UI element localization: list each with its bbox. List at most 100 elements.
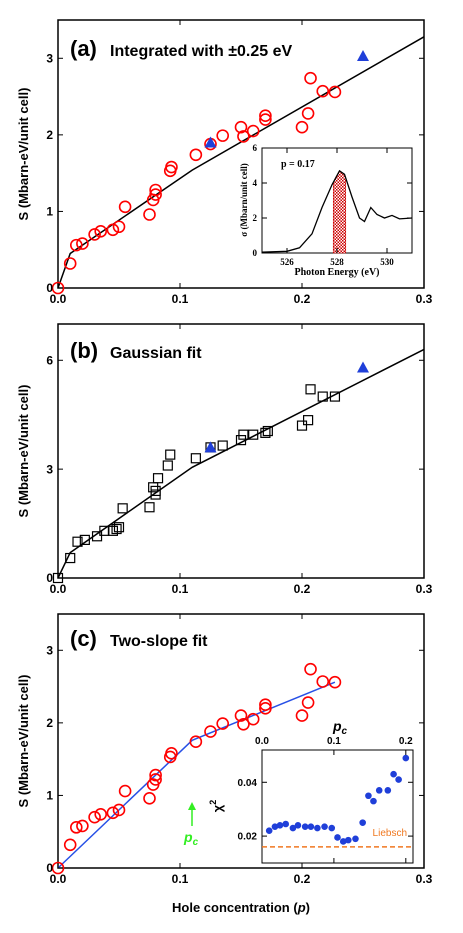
data-point: [117, 503, 128, 514]
panel-b-plot-frame: [57, 323, 425, 579]
fit-line: [57, 681, 336, 869]
panel-a-inset: p = 0.17 σ (Mbarn/unit cell) Photon Ener…: [239, 143, 413, 278]
data-point: [94, 225, 107, 238]
data-point: [143, 208, 156, 221]
y-tick-label: 0.02: [238, 832, 258, 843]
x-axis-label-p: p: [297, 900, 306, 915]
inset-a-shaded-area: [332, 170, 347, 254]
data-point: [150, 485, 161, 497]
data-point: [88, 810, 101, 824]
chi2-point: [271, 823, 279, 830]
data-point: [259, 698, 272, 712]
y-tick-label: 4: [253, 178, 258, 188]
chi2-point: [321, 823, 328, 830]
chi2-point: [384, 787, 392, 794]
data-point: [94, 807, 107, 821]
y-tick-label: 0: [46, 861, 53, 875]
data-point: [149, 773, 162, 786]
data-point: [79, 534, 90, 546]
chi2-point: [339, 838, 347, 845]
data-point: [237, 718, 250, 731]
x-tick-label: 0.0: [50, 582, 67, 596]
panel-a: (a) Integrated with ±0.25 eV S (Mbarn-eV…: [16, 19, 433, 306]
x-tick-label: 0.1: [172, 292, 189, 306]
fit-line: [57, 36, 425, 289]
data-point: [304, 662, 317, 676]
y-tick-label: 2: [46, 716, 53, 730]
chi2-point: [375, 787, 383, 794]
inset-c-top-axis-label: pc: [332, 718, 348, 737]
data-point: [112, 803, 126, 817]
chi2-point: [334, 834, 341, 841]
data-point: [305, 384, 316, 395]
panel-b-ticks: 0.0 0.1 0.2 0.3 0 3 6: [46, 324, 433, 596]
inset-c-top-axis-label-sub: c: [342, 726, 348, 737]
x-tick-label: 0.1: [172, 872, 189, 886]
x-tick-label: 530: [380, 257, 394, 267]
x-tick-label: 0.2: [294, 292, 311, 306]
data-point: [316, 84, 330, 98]
data-point-triangle: [357, 49, 369, 61]
chi2-point: [370, 797, 377, 805]
chi2-point: [328, 824, 336, 832]
inset-c-y-axis-label-sup: 2: [208, 800, 218, 805]
data-point: [216, 717, 229, 730]
data-point: [217, 440, 228, 451]
chi2-point: [314, 824, 321, 832]
data-point: [237, 130, 250, 143]
data-point: [317, 391, 328, 402]
panel-c-inset: pc χ2 Liebsch 0.0 0.1 0.2 0.02 0.04: [208, 718, 414, 864]
inset-a-annotation: p = 0.17: [281, 159, 315, 170]
data-point: [204, 725, 217, 738]
x-tick-label: 0.0: [255, 736, 269, 747]
data-point: [259, 702, 272, 715]
data-point: [88, 228, 101, 241]
panel-a-label: (a): [70, 36, 97, 61]
chi2-point: [359, 819, 366, 826]
data-point: [106, 806, 120, 820]
panel-a-ticks: 0.0 0.1 0.2 0.3 0 1 2 3: [46, 20, 433, 306]
data-point: [259, 113, 272, 126]
data-point: [111, 523, 122, 535]
data-point: [112, 220, 126, 234]
data-point: [295, 120, 309, 134]
chi2-point: [282, 820, 290, 828]
y-tick-label: 1: [46, 205, 53, 219]
inset-a-ticks: 526 528 530 0 2 4 6: [253, 143, 412, 267]
data-point: [262, 425, 273, 437]
x-tick-label: 0.1: [327, 736, 341, 747]
chi2-point: [289, 824, 297, 832]
data-point: [63, 257, 77, 270]
panel-b-label: (b): [70, 338, 98, 363]
data-point: [107, 525, 119, 536]
data-point: [65, 552, 76, 564]
data-point: [143, 792, 156, 805]
x-tick-label: 0.3: [416, 582, 433, 596]
chi2-point: [352, 835, 359, 843]
panel-c: (c) Two-slope fit S (Mbarn-eV/unit cell)…: [16, 613, 433, 915]
data-point: [189, 735, 203, 749]
data-point: [295, 709, 309, 722]
panel-c-title: Two-slope fit: [110, 633, 208, 650]
data-point: [152, 473, 164, 484]
y-tick-label: 0: [253, 248, 258, 258]
inset-c-frame: [261, 749, 414, 864]
data-point-triangle: [357, 361, 369, 373]
inset-a-marks: [261, 169, 413, 254]
data-point: [328, 85, 342, 99]
y-tick-label: 2: [253, 213, 258, 223]
inset-c-background: [262, 750, 413, 863]
data-point: [238, 429, 249, 440]
chi2-point: [276, 822, 284, 829]
y-tick-label: 0: [46, 571, 53, 585]
panel-c-marks: [51, 662, 342, 875]
x-tick-label: 526: [280, 257, 294, 267]
panel-a-title: Integrated with ±0.25 eV: [110, 43, 292, 60]
inset-a-spectrum-line: [261, 169, 413, 253]
data-point: [118, 784, 132, 798]
data-point: [51, 861, 65, 875]
chi2-point: [265, 827, 273, 835]
data-point: [51, 281, 65, 295]
y-tick-label: 6: [46, 353, 53, 367]
